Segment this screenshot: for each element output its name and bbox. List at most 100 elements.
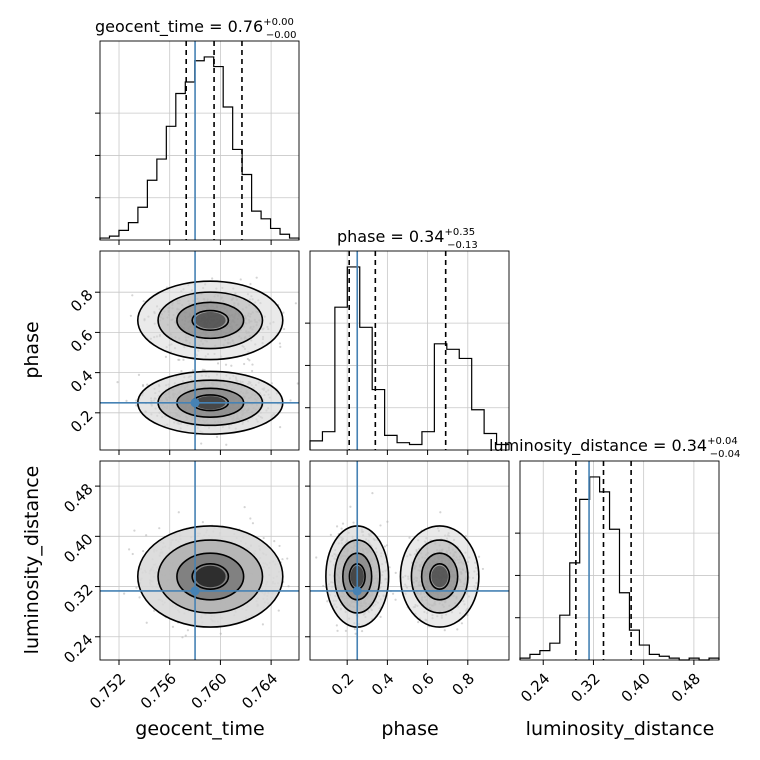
sample-point xyxy=(128,548,131,551)
sample-point xyxy=(186,629,190,632)
axes-frame xyxy=(99,250,300,451)
contours xyxy=(136,525,284,628)
plot-data xyxy=(99,41,720,661)
sample-point xyxy=(262,536,265,540)
x-tick-label-phase: 0.4 xyxy=(368,670,398,700)
x-tick-label-phase: 0.2 xyxy=(328,670,358,700)
sample-point xyxy=(133,529,136,532)
title-phase: phase = 0.34+0.35 −0.13 xyxy=(337,227,478,251)
sample-point xyxy=(146,383,149,386)
x-tick-label-geocent-time: 0.756 xyxy=(137,670,180,713)
sample-point xyxy=(116,381,119,384)
sample-point xyxy=(248,359,251,362)
x-tick-label-luminosity-distance: 0.48 xyxy=(668,670,704,706)
sample-point xyxy=(249,282,252,286)
xlabel-geocent-time: geocent_time xyxy=(135,718,264,740)
sample-point xyxy=(283,327,286,331)
axes-0-0 xyxy=(95,40,300,245)
sample-point xyxy=(349,505,352,508)
sample-point xyxy=(335,624,338,627)
sample-point xyxy=(129,314,132,317)
y-tick-label-luminosity-distance: 0.48 xyxy=(60,480,96,516)
x-tick-label-phase: 0.6 xyxy=(408,670,438,700)
sample-point xyxy=(329,533,332,536)
y-tick-label-phase: 0.8 xyxy=(67,286,97,316)
grid-0-0 xyxy=(100,41,299,240)
mode-00-contour-2 xyxy=(176,552,245,601)
x-tick-label-geocent-time: 0.764 xyxy=(238,670,281,713)
sample-point xyxy=(456,628,459,631)
injection-marker xyxy=(190,398,200,408)
sample-point xyxy=(182,358,185,361)
sample-point xyxy=(294,302,297,305)
histogram-geocent-time xyxy=(99,41,300,240)
sample-point xyxy=(394,571,397,574)
sample-point xyxy=(180,370,183,373)
x-tick-label-luminosity-distance: 0.24 xyxy=(517,670,553,706)
sample-point xyxy=(255,276,258,279)
panel-0-0 xyxy=(100,41,299,240)
sample-point xyxy=(215,435,219,438)
sample-point xyxy=(216,362,220,365)
sample-point xyxy=(360,629,364,633)
density-level-3 xyxy=(194,565,226,588)
sample-point xyxy=(371,492,374,495)
y-tick-label-phase: 0.6 xyxy=(67,326,97,356)
sample-point xyxy=(394,598,397,601)
sample-point xyxy=(353,628,357,631)
mode-10-contour-3 xyxy=(429,563,451,590)
x-tick-label-luminosity-distance: 0.40 xyxy=(618,670,654,706)
sample-point xyxy=(177,511,180,514)
y-tick-label-phase: 0.4 xyxy=(67,366,97,396)
axes-frame xyxy=(309,460,510,661)
scatter-phase-vs-luminosity-distance xyxy=(310,461,509,660)
sample-point xyxy=(191,369,195,372)
sample-point xyxy=(249,517,252,520)
sample-point xyxy=(391,592,395,595)
sample-point xyxy=(261,623,264,626)
sample-point xyxy=(322,584,325,588)
axes-frame xyxy=(99,460,300,661)
injection-marker xyxy=(190,586,200,596)
sample-point xyxy=(278,544,281,548)
histogram-line-geocent-time xyxy=(99,56,300,240)
sample-point xyxy=(385,544,389,547)
sample-point xyxy=(135,404,138,407)
sample-point xyxy=(335,525,339,528)
sample-point xyxy=(341,522,345,525)
mode-01-contour-3 xyxy=(191,309,230,331)
mode-01-contour-0 xyxy=(136,280,284,361)
sample-point xyxy=(211,277,214,280)
sample-point xyxy=(141,384,145,388)
y-tick-label-luminosity-distance: 0.24 xyxy=(60,631,96,667)
sample-point xyxy=(408,536,411,539)
mode-10-contour-1 xyxy=(410,539,469,614)
sample-point xyxy=(279,426,282,429)
sample-point xyxy=(439,511,442,514)
axes-frame xyxy=(99,40,300,241)
title-geocent-time: geocent_time = 0.76+0.00 −0.00 xyxy=(95,17,297,41)
sample-point xyxy=(296,382,299,385)
histogram-phase xyxy=(309,251,510,450)
mode-00-contour-0 xyxy=(136,525,284,628)
y-tick-label-luminosity-distance: 0.32 xyxy=(60,580,96,616)
sample-point xyxy=(243,362,246,366)
sample-point xyxy=(181,636,184,639)
sample-point xyxy=(315,556,318,559)
sample-point xyxy=(273,540,276,543)
sample-point xyxy=(219,632,222,635)
sample-point xyxy=(142,550,145,553)
sample-point xyxy=(239,278,242,281)
sample-point xyxy=(225,443,228,446)
sample-point xyxy=(379,524,382,527)
sample-point xyxy=(383,545,387,548)
sample-point xyxy=(153,609,156,612)
sample-point xyxy=(326,600,329,603)
injection-marker xyxy=(352,586,362,596)
sample-point xyxy=(282,311,285,314)
sample-point xyxy=(460,622,464,625)
sample-point xyxy=(379,615,382,618)
sample-point xyxy=(243,506,246,509)
axes-frame xyxy=(519,460,720,661)
